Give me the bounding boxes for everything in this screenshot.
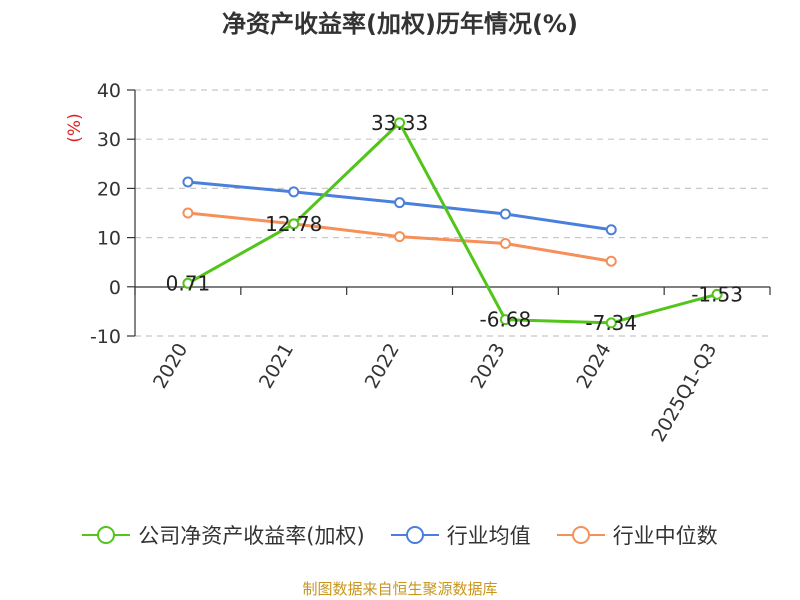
source-note: 制图数据来自恒生聚源数据库	[302, 580, 498, 598]
x-tick-label: 2020	[149, 340, 192, 393]
axis-layer: -10 0 10 20 30 40 2020 2021 2022 2023 2024 2025Q1-Q…	[90, 80, 771, 446]
y-tick-label: -10	[90, 326, 121, 348]
series-point-0	[288, 218, 300, 230]
y-tick-label: 40	[97, 80, 121, 102]
series-line-0	[187, 121, 718, 325]
series-point-0	[499, 314, 511, 326]
series-point-2	[605, 255, 617, 267]
legend-label-company-roe: 公司净资产收益率(加权)	[138, 524, 365, 548]
data-label-layer: 0.71 12.78 33.33 -6.68 -7.34 -1.53	[166, 111, 743, 335]
x-tick-label: 2021	[255, 340, 298, 393]
x-tick-label: 2023	[467, 339, 510, 392]
y-tick-label: 30	[97, 129, 121, 151]
data-label: 0.71	[166, 271, 211, 295]
legend-marker-blue	[390, 526, 439, 544]
grid-layer	[135, 89, 770, 337]
data-label: 12.78	[265, 212, 322, 236]
series-point-0	[394, 117, 406, 129]
line-chart: -10 0 10 20 30 40 2020 2021 2022 2023 2024 2025Q1-Q…	[65, 80, 771, 446]
x-tick-label: 2024	[572, 340, 615, 393]
legend-marker-orange	[556, 526, 605, 544]
series-point-1	[605, 224, 617, 236]
legend: 公司净资产收益率(加权) 行业均值 行业中位数	[0, 520, 800, 550]
series-point-1	[499, 208, 511, 220]
series-layer	[182, 117, 723, 329]
y-axis-unit-label: (%)	[65, 113, 85, 142]
series-point-2	[182, 207, 194, 219]
x-tick-label: 2022	[361, 340, 404, 393]
series-point-2	[394, 231, 406, 243]
data-label: 33.33	[371, 111, 428, 135]
series-point-0	[711, 288, 723, 300]
legend-item-industry-median[interactable]: 行业中位数	[556, 520, 718, 550]
legend-label-industry-median: 行业中位数	[612, 524, 718, 548]
legend-marker-green	[82, 526, 131, 544]
y-tick-label: 0	[109, 277, 121, 299]
y-tick-label: 10	[97, 228, 121, 250]
chart-title: 净资产收益率(加权)历年情况(%)	[222, 10, 578, 38]
series-point-1	[288, 186, 300, 198]
y-tick-label: 20	[97, 178, 121, 200]
legend-label-industry-mean: 行业均值	[446, 524, 531, 548]
legend-item-industry-mean[interactable]: 行业均值	[390, 520, 531, 550]
data-label: -6.68	[480, 308, 532, 332]
series-point-1	[182, 176, 194, 188]
series-point-0	[182, 277, 194, 289]
data-label: -1.53	[691, 282, 743, 306]
legend-item-company-roe[interactable]: 公司净资产收益率(加权)	[82, 520, 365, 550]
x-tick-label: 2025Q1-Q3	[647, 340, 721, 446]
data-label: -7.34	[585, 311, 637, 335]
series-point-1	[394, 197, 406, 209]
series-point-2	[499, 238, 511, 250]
series-point-0	[605, 317, 617, 329]
